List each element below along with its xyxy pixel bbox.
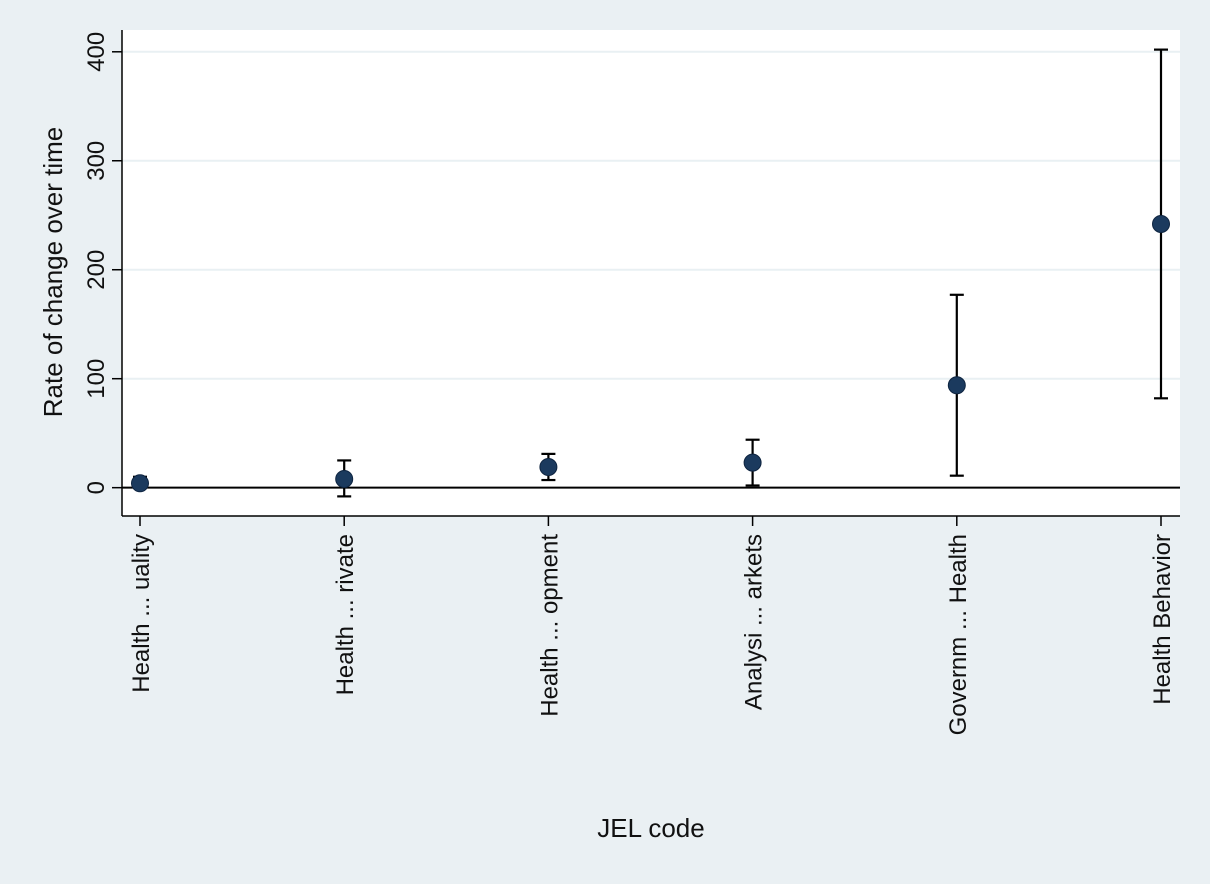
- data-point: [743, 453, 762, 472]
- x-tick-label: Governm ... Health: [945, 534, 972, 735]
- y-tick-label: 300: [83, 141, 110, 181]
- y-tick-label: 400: [83, 32, 110, 72]
- y-ticks: 0 100 200 300 400: [83, 32, 122, 494]
- gridlines: [122, 50, 1180, 380]
- data-points: [131, 214, 1170, 493]
- x-tick-label: Health ... rivate: [332, 534, 359, 695]
- y-tick-label: 200: [83, 250, 110, 290]
- y-tick-label: 0: [83, 481, 110, 494]
- data-point: [131, 474, 149, 493]
- x-ticks: Health ... uality Health ... rivate Health…: [128, 516, 1176, 735]
- data-point: [539, 457, 558, 476]
- plot-area: [122, 30, 1180, 516]
- x-tick-label: Analysi ... arkets: [741, 534, 768, 710]
- x-axis-label: JEL code: [597, 813, 704, 843]
- x-tick-label: Health ... uality: [128, 534, 155, 693]
- data-point: [947, 376, 966, 395]
- data-point: [1152, 214, 1170, 233]
- y-axis-label: Rate of change over time: [38, 127, 68, 418]
- data-point: [335, 469, 354, 488]
- y-tick-label: 100: [83, 359, 110, 399]
- x-tick-label: Health Behavior: [1149, 534, 1176, 705]
- x-tick-label: Health ... opment: [536, 534, 563, 717]
